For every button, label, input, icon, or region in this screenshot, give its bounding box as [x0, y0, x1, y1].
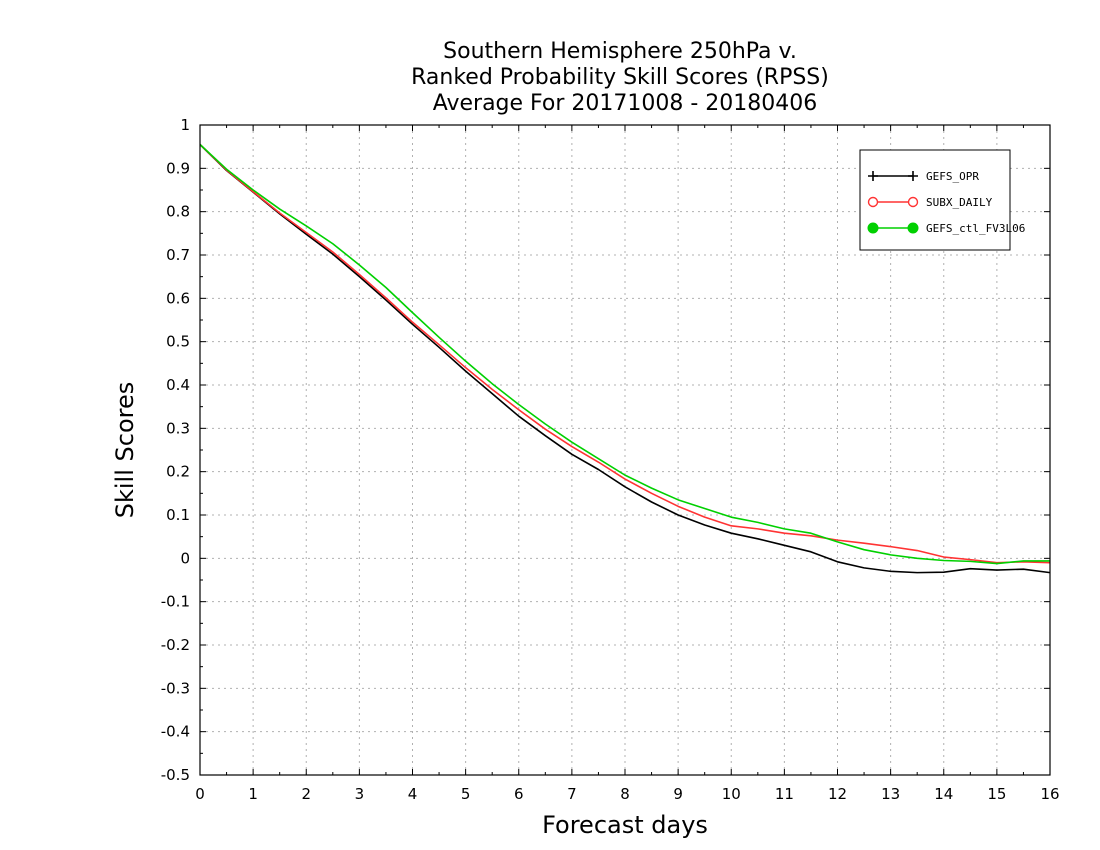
legend-marker-open-circle [867, 196, 879, 208]
x-tick-label: 6 [514, 785, 524, 803]
y-tick-label: 0.3 [166, 419, 190, 437]
x-tick-label: 2 [301, 785, 311, 803]
legend-marker-filled-circle [867, 222, 879, 234]
series-line-gefs-ctl-fv3l06 [199, 143, 1050, 565]
y-tick-label: -0.2 [161, 636, 190, 654]
legend-box [859, 149, 1011, 251]
y-tick-label: -0.3 [161, 679, 190, 697]
y-tick-label: 0.4 [166, 376, 190, 394]
y-tick-label: 0.8 [166, 203, 190, 221]
x-tick-label: 1 [248, 785, 258, 803]
series-line-gefs-opr [199, 143, 1051, 574]
x-tick-label: 15 [987, 785, 1006, 803]
y-tick-label: -0.1 [161, 593, 190, 611]
y-tick-label: 0.5 [166, 333, 190, 351]
legend-label-gefs-opr: GEFS_OPR [926, 170, 979, 183]
x-tick-label: 14 [934, 785, 953, 803]
x-tick-label: 12 [828, 785, 847, 803]
legend-marker-filled-circle [907, 222, 919, 234]
legend-marker-plus [868, 171, 878, 181]
chart-title-line-2: Ranked Probability Skill Scores (RPSS) [411, 65, 829, 90]
x-axis-title: Forecast days [542, 811, 708, 839]
x-tick-label: 8 [620, 785, 630, 803]
x-tick-label: 16 [1040, 785, 1059, 803]
y-axis-title: Skill Scores [111, 382, 139, 519]
y-tick-label: 0.9 [166, 159, 190, 177]
data-series [199, 143, 1051, 574]
y-tick-label: 0.7 [166, 246, 190, 264]
chart-title-line-1: Southern Hemisphere 250hPa v. [443, 39, 797, 64]
legend-item-subx-daily: SUBX_DAILY [867, 196, 993, 209]
x-tick-label: 4 [408, 785, 418, 803]
legend-label-gefs-ctl-fv3l06: GEFS_ctl_FV3L06 [926, 222, 1025, 235]
legend-marker-plus [908, 171, 918, 181]
legend-label-subx-daily: SUBX_DAILY [926, 196, 993, 209]
y-tick-label: 1 [180, 116, 190, 134]
x-tick-label: 9 [673, 785, 683, 803]
legend-item-gefs-ctl-fv3l06: GEFS_ctl_FV3L06 [867, 222, 1025, 235]
x-tick-label: 0 [195, 785, 205, 803]
legend: GEFS_OPR SUBX_DAILY GEFS_ctl_FV3L06 [859, 149, 1025, 251]
x-tick-label: 13 [881, 785, 900, 803]
legend-item-gefs-opr: GEFS_OPR [868, 170, 979, 183]
y-tick-label: -0.5 [161, 766, 190, 784]
y-tick-label: -0.4 [161, 723, 190, 741]
y-tick-label: 0 [180, 549, 190, 567]
x-tick-label: 5 [461, 785, 471, 803]
legend-marker-open-circle [907, 196, 919, 208]
x-tick-label: 7 [567, 785, 577, 803]
series-line-subx-daily [199, 143, 1051, 564]
y-tick-label: 0.6 [166, 289, 190, 307]
x-tick-label: 3 [355, 785, 365, 803]
x-tick-label: 10 [722, 785, 741, 803]
y-tick-label: 0.2 [166, 463, 190, 481]
axis-ticks: 0 1 2 3 4 5 6 7 8 9 10 11 12 13 14 15 1610.90.80.70.60.5… [161, 116, 1060, 803]
chart-title-line-3: Average For 20171008 - 20180406 [433, 91, 818, 116]
x-tick-label: 11 [775, 785, 794, 803]
y-tick-label: 0.1 [166, 506, 190, 524]
